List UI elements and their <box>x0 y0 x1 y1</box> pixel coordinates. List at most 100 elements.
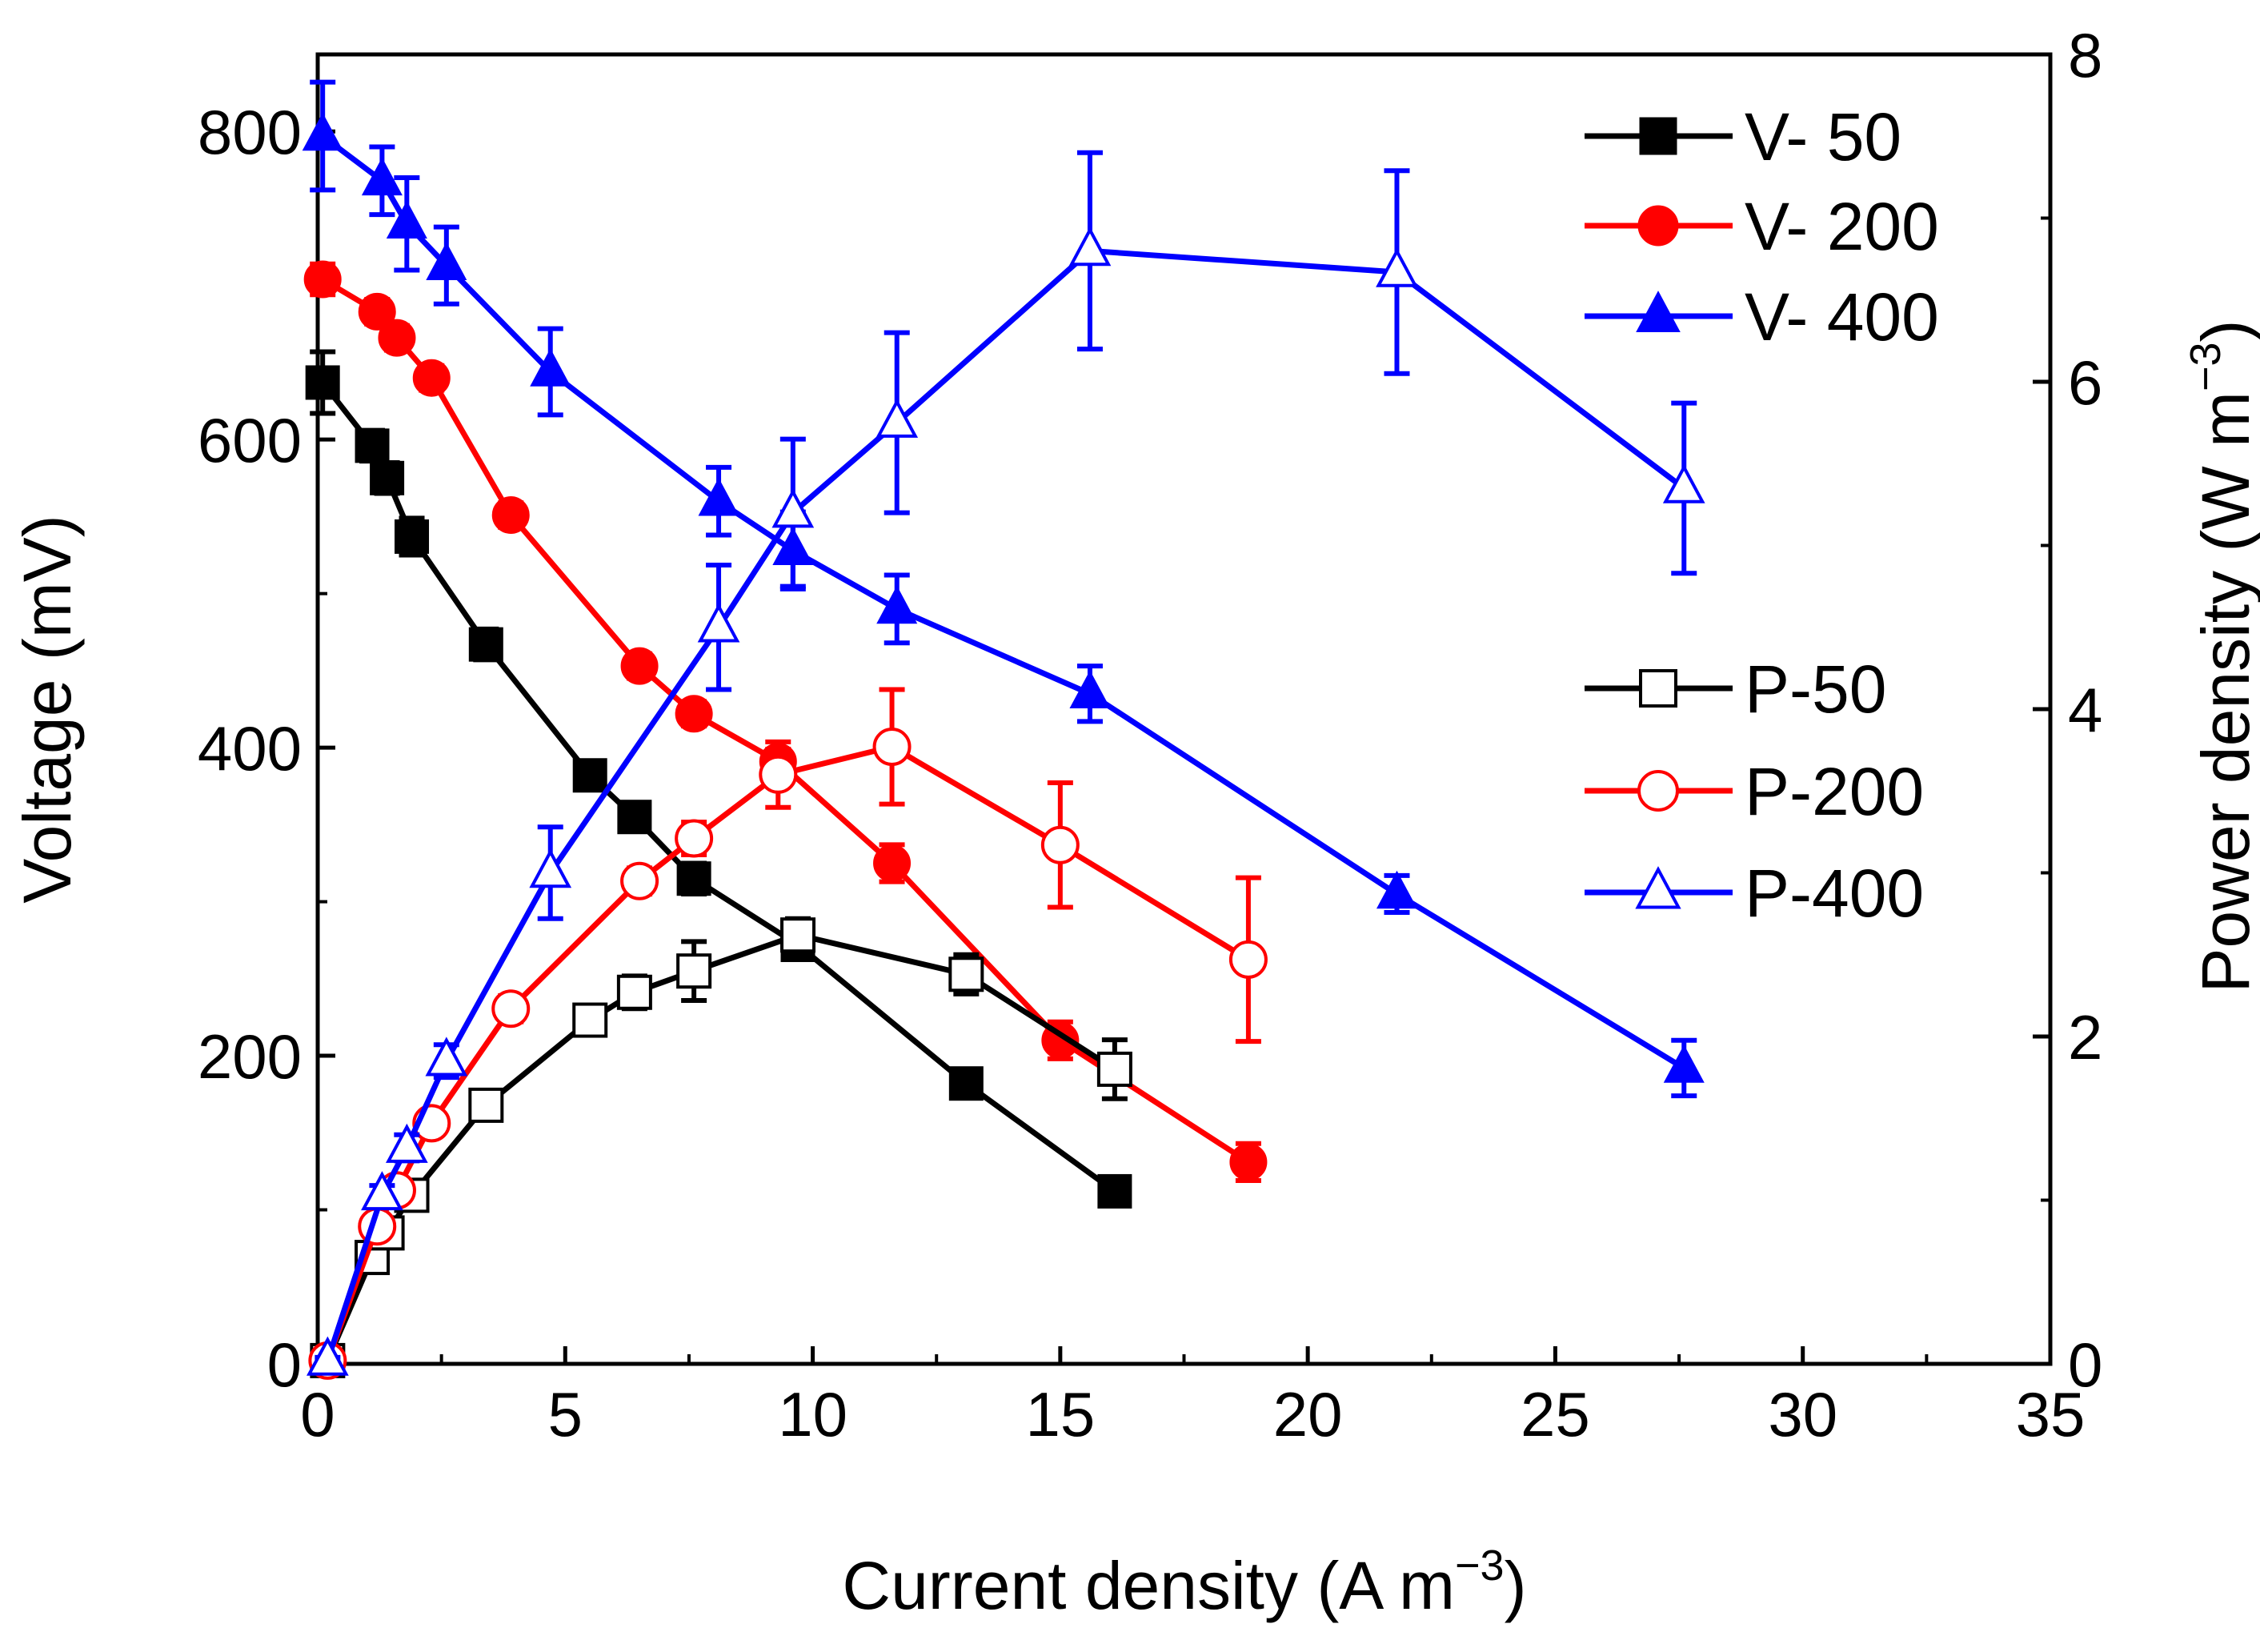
data-point <box>676 861 711 896</box>
data-point <box>1040 825 1080 864</box>
data-point <box>759 755 798 794</box>
data-point <box>948 956 984 992</box>
data-point <box>1069 670 1111 709</box>
x-tick-label: 10 <box>778 1379 848 1450</box>
legend-marker <box>1639 669 1677 708</box>
data-point <box>303 260 342 299</box>
x-tick-label: 35 <box>2016 1379 2086 1450</box>
x-tick-label: 25 <box>1521 1379 1590 1450</box>
data-point <box>468 627 503 662</box>
data-point <box>1662 463 1705 503</box>
legend-entry: P-50 <box>1585 652 1886 727</box>
x-tick-label: 20 <box>1273 1379 1343 1450</box>
y2-tick-label: 6 <box>2068 347 2102 418</box>
data-point <box>1096 1051 1132 1087</box>
data-point <box>780 917 816 953</box>
data-point <box>876 585 918 624</box>
data-point <box>361 1171 403 1211</box>
data-point <box>385 1123 428 1163</box>
data-point <box>572 758 607 793</box>
legend-entry: V- 200 <box>1585 189 1939 264</box>
legend-label: P-200 <box>1745 754 1924 829</box>
data-point <box>307 1336 349 1376</box>
data-point <box>616 974 652 1010</box>
data-point <box>675 819 714 858</box>
x-tick-label: 5 <box>548 1379 583 1450</box>
data-point <box>395 519 430 554</box>
legend-label: V- 400 <box>1745 279 1939 355</box>
legend-label: V- 200 <box>1745 189 1939 264</box>
legend-entry: P-400 <box>1585 856 1924 931</box>
y-tick-label: 0 <box>267 1329 302 1400</box>
legend-label: P-400 <box>1745 856 1924 931</box>
data-point <box>876 398 919 438</box>
data-point <box>386 200 427 239</box>
legend-entry: V- 50 <box>1585 99 1901 174</box>
series-v-50 <box>305 349 1132 1209</box>
legend-marker <box>1635 866 1681 909</box>
y-tick-label: 400 <box>198 713 302 784</box>
series-layer <box>302 79 1705 1380</box>
data-point <box>1097 1173 1132 1209</box>
data-point <box>370 460 405 495</box>
legend-marker <box>1637 770 1679 812</box>
series-line <box>325 247 1686 1362</box>
x-tick-label: 15 <box>1025 1379 1095 1450</box>
data-point <box>1228 940 1268 979</box>
data-point <box>530 348 571 387</box>
series-line <box>321 134 1686 1071</box>
y-axis-title: Voltage (mV) <box>10 515 85 904</box>
data-point <box>675 695 713 733</box>
data-point <box>620 861 659 900</box>
data-point <box>426 242 467 280</box>
data-point <box>1376 247 1418 287</box>
y-tick-label: 800 <box>198 97 302 167</box>
data-point <box>305 365 340 400</box>
data-point <box>617 800 652 835</box>
data-point <box>676 953 712 989</box>
y2-tick-label: 4 <box>2068 675 2102 745</box>
data-point <box>468 1087 504 1123</box>
y-tick-label: 600 <box>198 405 302 475</box>
data-point <box>358 292 396 331</box>
data-point <box>698 477 739 516</box>
data-point <box>771 488 815 528</box>
x-axis-title: Current density (A m−3) <box>842 1542 1526 1623</box>
data-point <box>697 603 740 643</box>
data-point <box>491 495 530 534</box>
series-v-400 <box>302 79 1705 1099</box>
x-tick-label: 0 <box>300 1379 335 1450</box>
data-point <box>1663 1045 1705 1083</box>
legend-label: V- 50 <box>1745 99 1901 174</box>
legend-label: P-50 <box>1745 652 1886 727</box>
series-p-400 <box>307 150 1705 1376</box>
y-tick-label: 200 <box>198 1021 302 1092</box>
data-point <box>620 647 659 685</box>
data-point <box>572 1002 608 1038</box>
data-point <box>1376 870 1417 909</box>
data-point <box>529 848 572 888</box>
legend-marker <box>1636 291 1681 332</box>
legend-marker <box>1637 205 1679 247</box>
legend-marker <box>1639 117 1677 155</box>
y2-tick-label: 8 <box>2068 20 2102 90</box>
data-point <box>412 359 451 397</box>
y2-tick-label: 2 <box>2068 1002 2102 1073</box>
x-tick-label: 30 <box>1768 1379 1837 1450</box>
data-point <box>1068 227 1112 267</box>
y2-tick-label: 0 <box>2068 1329 2102 1400</box>
data-point <box>948 1066 984 1101</box>
data-point <box>873 844 912 882</box>
data-point <box>361 157 403 196</box>
series-v-200 <box>303 260 1268 1183</box>
data-point <box>355 428 390 463</box>
data-point <box>425 1037 468 1077</box>
legend-entry: V- 400 <box>1585 279 1939 355</box>
legend: V- 50 V- 200 V- 400 P-50 P-200 P-400 <box>1585 99 1939 931</box>
data-point <box>302 112 343 151</box>
data-point <box>378 319 416 357</box>
series-p-200 <box>308 687 1268 1380</box>
series-line <box>325 932 1116 1362</box>
